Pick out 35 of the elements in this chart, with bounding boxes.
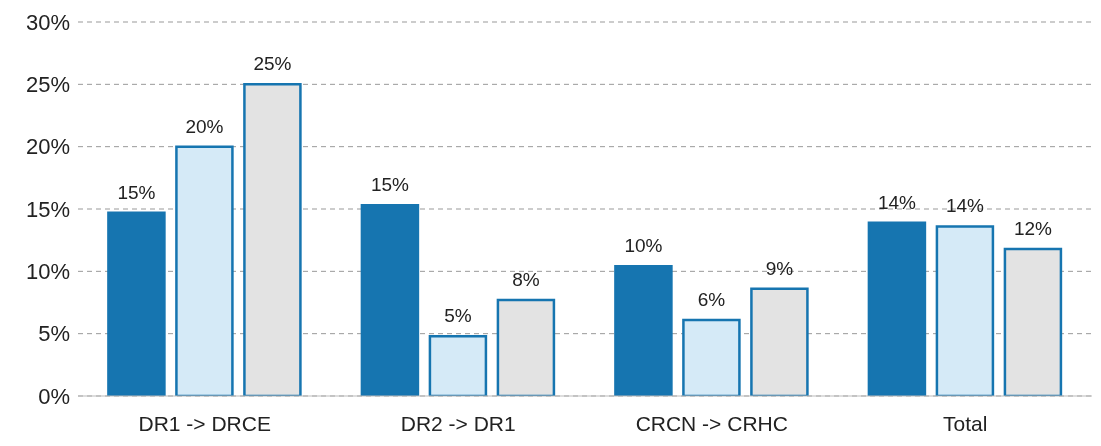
y-tick-label: 5%: [38, 321, 70, 347]
x-tick-label: DR2 -> DR1: [400, 411, 516, 435]
bar: [867, 221, 927, 396]
bar: [614, 265, 673, 396]
x-tick-label: Total: [943, 411, 988, 435]
data-label: 6%: [697, 288, 726, 310]
bar: [1003, 247, 1063, 396]
x-tick-label: CRCN -> CRHC: [635, 411, 788, 435]
bar: [243, 83, 302, 396]
bar: [107, 211, 166, 396]
y-tick-label: 30%: [25, 9, 70, 35]
data-label: 15%: [370, 174, 410, 196]
data-label: 14%: [877, 191, 917, 213]
bar: [935, 225, 995, 396]
y-tick-label: 20%: [25, 134, 70, 160]
data-label: 9%: [765, 257, 794, 279]
y-tick-label: 10%: [25, 259, 70, 285]
data-label: 8%: [512, 269, 540, 291]
data-label: 14%: [945, 195, 985, 217]
y-tick-label: 0%: [38, 383, 70, 409]
bar: [175, 145, 234, 396]
data-label: 5%: [444, 305, 472, 327]
data-label: 15%: [117, 181, 156, 203]
y-tick-label: 25%: [25, 72, 70, 98]
bar: [496, 298, 556, 396]
bar: [360, 204, 420, 396]
bar: [428, 334, 488, 396]
data-label: 10%: [624, 235, 663, 257]
x-tick-label: DR1 -> DRCE: [138, 411, 271, 435]
data-label: 20%: [185, 115, 224, 137]
data-label: 12%: [1013, 217, 1053, 239]
data-label: 25%: [253, 53, 292, 75]
bar: [750, 287, 809, 396]
bar: [682, 318, 741, 396]
y-tick-label: 15%: [25, 196, 70, 222]
